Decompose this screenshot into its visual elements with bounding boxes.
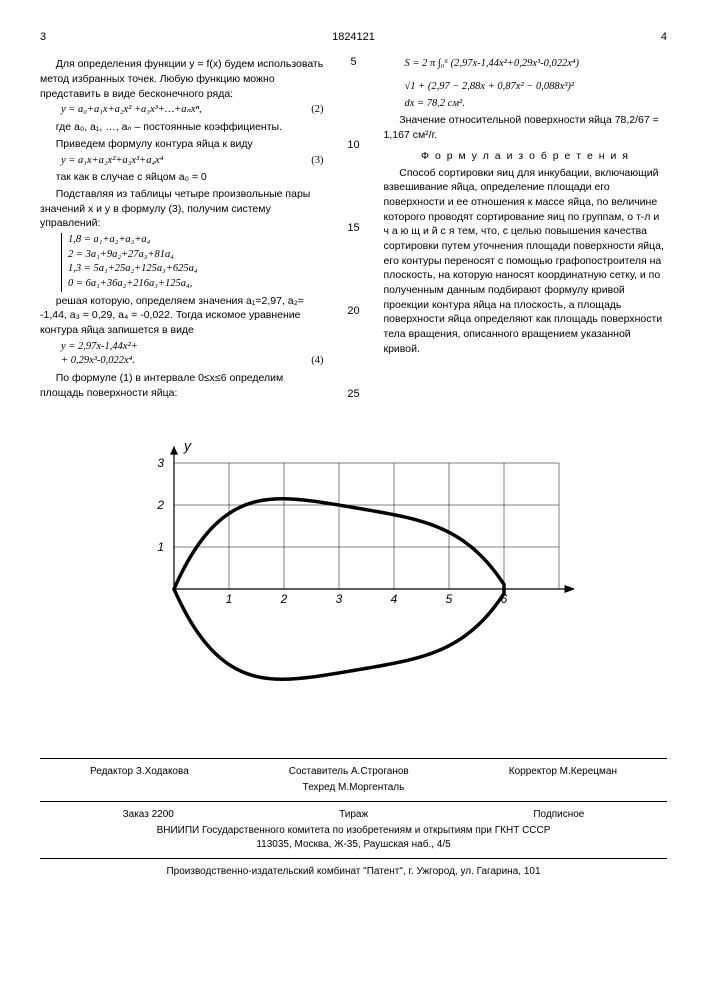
line-num: 15 [344, 221, 364, 236]
line-num: 10 [344, 138, 364, 153]
compiler: Составитель А.Строганов [289, 765, 409, 779]
chart-svg: 123456123Xy [134, 433, 574, 713]
page-right: 4 [661, 30, 667, 45]
equation-2: y = a₀+a₁x+a₂x² +a₃x³+…+aₙxⁿ, (2) [61, 103, 324, 118]
equation-system: 1,8 = a₁+a₂+a₃+a₄ 2 = 3a₁+9a₂+27a₃+81a₄ … [61, 233, 324, 292]
org1: ВНИИПИ Государственного комитета по изоб… [40, 824, 667, 838]
right-column: S = 2 π ∫₀⁶ (2,97x-1,44x²+0,29x³-0,022x⁴… [384, 55, 668, 402]
paragraph: Приведем формулу контура яйца к виду [40, 137, 324, 152]
techred: Техред М.Моргенталь [303, 781, 405, 795]
paragraph: Для определения функции y = f(x) будем и… [40, 57, 324, 101]
sys-line: 0 = 6a₁+36a₂+216a₃+125a₄, [68, 277, 324, 292]
integral-line2: √1 + (2,97 − 2,88x + 0,87x² − 0,088x³)² [405, 80, 668, 95]
footer: Редактор З.Ходакова Составитель А.Строга… [40, 758, 667, 879]
eq3-text: y = a₁x+a₂x²+a₃x³+a₄x⁴ [61, 155, 163, 166]
svg-text:y: y [183, 437, 192, 453]
egg-contour-chart: 123456123Xy [104, 433, 604, 718]
equation-3: y = a₁x+a₂x²+a₃x³+a₄x⁴ (3) [61, 154, 324, 169]
subscribe: Подписное [533, 808, 584, 822]
paragraph: Значение относительной поверхности яйца … [384, 113, 668, 142]
corrector: Корректор М.Керецман [509, 765, 617, 779]
svg-text:2: 2 [279, 592, 287, 606]
eq4-label: (4) [311, 354, 323, 369]
claims-title: Ф о р м у л а и з о б р е т е н и я [384, 149, 668, 164]
svg-text:3: 3 [157, 456, 164, 470]
svg-text:2: 2 [156, 498, 164, 512]
sys-line: 1,3 = 5a₁+25a₂+125a₃+625a₄ [68, 262, 324, 277]
equation-4: y = 2,97x-1,44x²+ + 0,29x³-0,022x⁴. (4) [61, 340, 324, 369]
printer: Производственно-издательский комбинат "П… [40, 865, 667, 879]
left-column: Для определения функции y = f(x) будем и… [40, 55, 324, 402]
svg-text:1: 1 [157, 540, 164, 554]
eq4-text-b: + 0,29x³-0,022x⁴. [61, 355, 135, 366]
line-num: 25 [344, 387, 364, 402]
svg-text:4: 4 [390, 592, 397, 606]
line-num: 20 [344, 304, 364, 319]
paragraph: решая которую, определяем значения a₁=2,… [40, 294, 324, 338]
integral: S = 2 π ∫₀⁶ (2,97x-1,44x²+0,29x³-0,022x⁴… [405, 57, 668, 72]
page-left: 3 [40, 30, 46, 45]
page-numbers: 3 1824121 4 [40, 30, 667, 45]
patent-number: 1824121 [332, 30, 375, 45]
eq2-text: y = a₀+a₁x+a₂x² +a₃x³+…+aₙxⁿ, [61, 104, 202, 115]
editor: Редактор З.Ходакова [90, 765, 189, 779]
paragraph: так как в случае с яйцом a₀ = 0 [40, 170, 324, 185]
svg-text:1: 1 [225, 592, 232, 606]
eq4-text-a: y = 2,97x-1,44x²+ [61, 341, 138, 352]
line-num: 5 [344, 55, 364, 70]
paragraph: По формуле (1) в интервале 0≤x≤6 определ… [40, 371, 324, 400]
paragraph: Подставляя из таблицы четыре произвольны… [40, 187, 324, 231]
claims-text: Способ сортировки яиц для инкубации, вкл… [384, 166, 668, 357]
sys-line: 2 = 3a₁+9a₂+27a₃+81a₄ [68, 248, 324, 263]
org2: 113035, Москва, Ж-35, Раушская наб., 4/5 [40, 838, 667, 852]
integral-line3: dx = 78,2 см². [405, 97, 668, 112]
order: Заказ 2200 [123, 808, 174, 822]
eq2-label: (2) [311, 103, 323, 118]
tirazh: Тираж [339, 808, 368, 822]
eq3-label: (3) [311, 154, 323, 169]
svg-text:5: 5 [445, 592, 452, 606]
svg-text:3: 3 [335, 592, 342, 606]
line-number-gutter: 5 10 15 20 25 [344, 55, 364, 402]
paragraph: где a₀, a₁, …, aₙ – постоянные коэффицие… [40, 120, 324, 135]
sys-line: 1,8 = a₁+a₂+a₃+a₄ [68, 233, 324, 248]
